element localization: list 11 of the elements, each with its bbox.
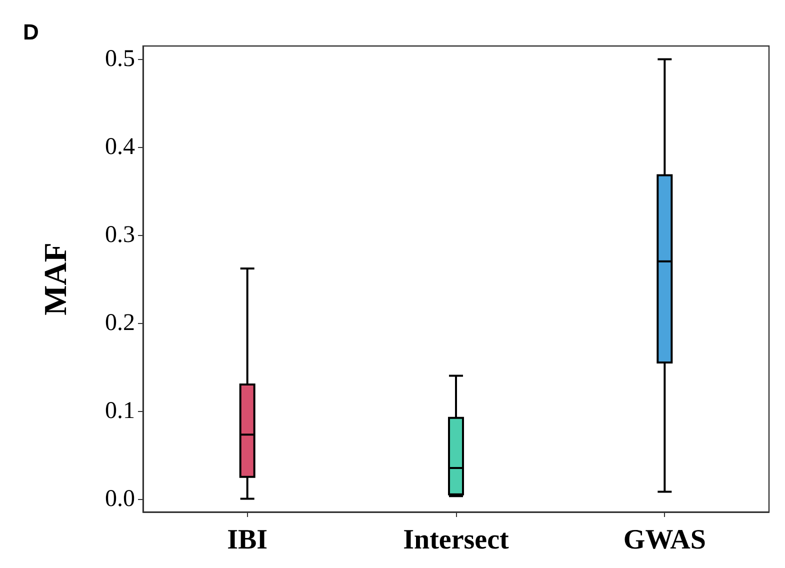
x-tick-label: Intersect [403, 524, 510, 556]
y-tick-label: 0.0 [105, 486, 135, 512]
x-tick-label: IBI [227, 524, 268, 556]
y-tick-label: 0.1 [105, 398, 135, 424]
y-axis-title: MAF [37, 242, 73, 316]
y-tick-label: 0.3 [105, 222, 135, 248]
x-tick-label: GWAS [623, 524, 706, 556]
y-tick-label: 0.2 [105, 310, 135, 336]
y-tick-label: 0.5 [105, 46, 135, 72]
y-tick-label: 0.4 [105, 134, 135, 160]
chart-title: D [23, 20, 39, 44]
